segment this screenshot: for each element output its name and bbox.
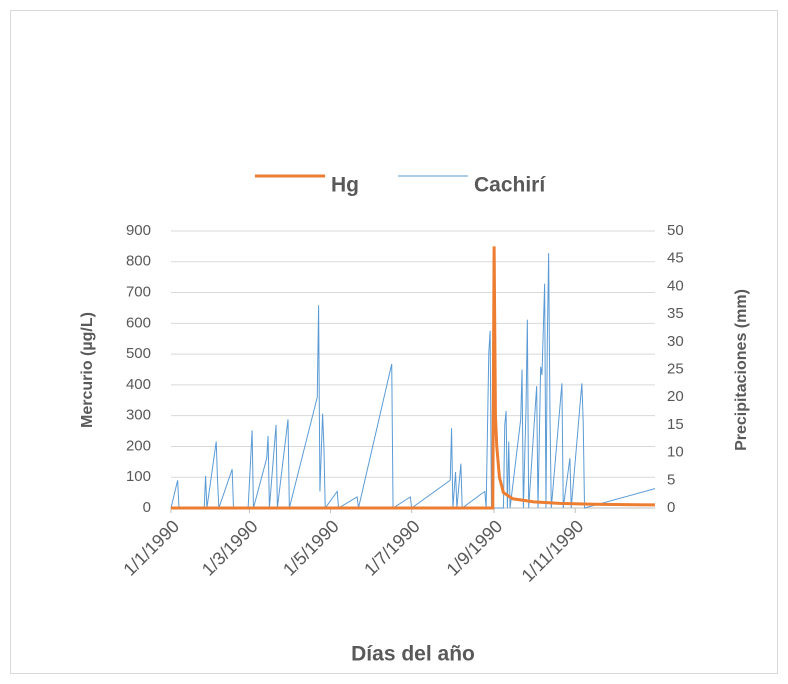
y-tick-label: 400: [126, 376, 151, 393]
y-tick-label: 100: [126, 468, 151, 485]
chart-frame: [10, 10, 778, 674]
y2-tick-label: 15: [667, 416, 684, 433]
y2-tick-label: 40: [667, 277, 684, 294]
y2-tick-label: 35: [667, 305, 684, 322]
y2-tick-label: 10: [667, 444, 684, 461]
y2-tick-label: 30: [667, 333, 684, 350]
x-axis-title: Días del año: [351, 643, 475, 666]
y-tick-label: 300: [126, 407, 151, 424]
y-tick-label: 700: [126, 284, 151, 301]
y-axis-title: Mercurio (µg/L): [79, 312, 96, 428]
y2-tick-label: 25: [667, 360, 684, 377]
y-tick-label: 500: [126, 345, 151, 362]
y2-tick-label: 5: [667, 471, 675, 488]
y2-tick-label: 50: [667, 222, 684, 239]
y2-axis-title: Precipitaciones (mm): [733, 289, 750, 451]
legend-label: Hg: [331, 174, 359, 197]
series-line: [170, 253, 656, 510]
y-tick-label: 600: [126, 314, 151, 331]
legend-label: Cachirí: [474, 174, 546, 197]
y2-tick-label: 45: [667, 250, 684, 267]
y2-tick-label: 0: [667, 499, 675, 516]
y2-tick-label: 20: [667, 388, 684, 405]
y-tick-label: 900: [126, 222, 151, 239]
y-tick-label: 200: [126, 437, 151, 454]
y-tick-label: 0: [143, 499, 151, 516]
y-tick-label: 800: [126, 253, 151, 270]
series-line: [171, 246, 656, 510]
